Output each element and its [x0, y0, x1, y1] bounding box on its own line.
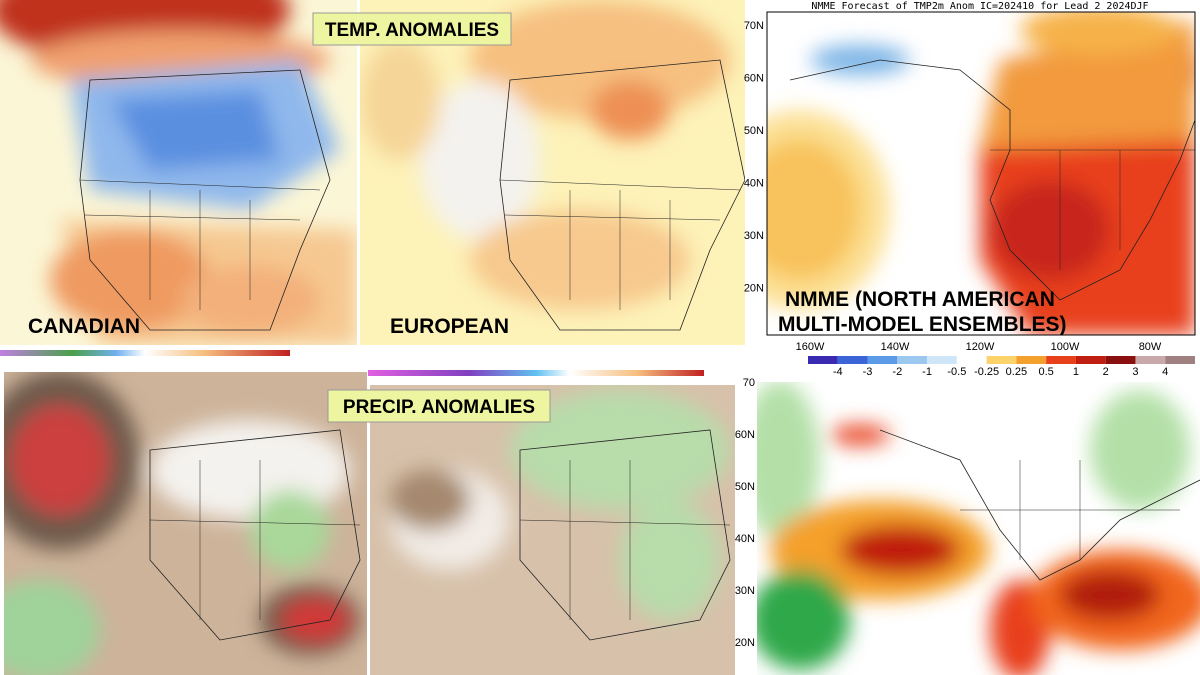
nmme-precip-map — [757, 382, 1200, 675]
colorbar-swatch — [867, 356, 898, 364]
colorbar-swatch — [1165, 356, 1195, 364]
lat-label: 40N — [744, 178, 764, 190]
section-title: TEMP. ANOMALIES — [325, 20, 499, 41]
panel-label: CANADIAN — [28, 315, 140, 338]
colorbar-swatch — [986, 356, 1017, 364]
colorbar-label: -3 — [863, 366, 873, 378]
colorbar — [0, 350, 290, 356]
colorbar-label: 0.5 — [1039, 366, 1054, 378]
lon-label: 140W — [881, 341, 910, 353]
european-temp-map — [360, 0, 745, 345]
colorbar-label: 2 — [1103, 366, 1109, 378]
colorbar-label: 1 — [1073, 366, 1079, 378]
lat-label: 70 — [743, 377, 755, 389]
lat-label: 40N — [735, 533, 755, 545]
colorbar-label: -4 — [833, 366, 843, 378]
lon-label: 160W — [796, 341, 825, 353]
lon-label: 80W — [1139, 341, 1162, 353]
colorbar-label: 4 — [1162, 366, 1168, 378]
colorbar-swatch — [837, 356, 868, 364]
colorbar-swatch — [956, 356, 987, 364]
lat-label: 20N — [735, 637, 755, 649]
nmme-temp-map — [767, 12, 1195, 335]
section-title: PRECIP. ANOMALIES — [343, 397, 535, 418]
title-box — [327, 389, 551, 423]
title-box — [312, 12, 512, 46]
colorbar-swatch — [1135, 356, 1166, 364]
colorbar-swatch — [1075, 356, 1106, 364]
lat-labels: 70 60N 50N 40N 30N 20N — [735, 377, 755, 649]
lat-label: 20N — [744, 283, 764, 295]
map-title: NMME Forecast of TMP2m Anom IC=202410 fo… — [811, 1, 1148, 12]
canadian-temp-map — [0, 0, 357, 345]
nmme-colorbar: -4 -3 -2 -1 -0.5 -0.25 0.25 0.5 1 2 3 4 — [808, 356, 1195, 378]
lat-label: 50N — [735, 481, 755, 493]
lat-label: 50N — [744, 125, 764, 137]
colorbar-swatch — [1016, 356, 1047, 364]
colorbar — [368, 370, 704, 376]
colorbar-swatch — [808, 356, 838, 364]
colorbar-label: 0.25 — [1006, 366, 1027, 378]
panel-label: NMME (NORTH AMERICAN — [785, 288, 1055, 311]
colorbar-swatch — [897, 356, 928, 364]
lat-label: 30N — [735, 585, 755, 597]
colorbar-swatch — [927, 356, 957, 364]
lat-label: 60N — [744, 73, 764, 85]
colorbar-label: -1 — [922, 366, 932, 378]
panel-label: EUROPEAN — [390, 315, 509, 338]
panel-label: MULTI-MODEL ENSEMBLES) — [778, 313, 1067, 336]
european-precip-map — [370, 385, 735, 675]
colorbar-label: -0.25 — [974, 366, 999, 378]
colorbar-swatch — [1105, 356, 1136, 364]
lon-label: 120W — [966, 341, 995, 353]
canadian-precip-map — [4, 372, 367, 675]
lat-label: 60N — [735, 429, 755, 441]
lon-label: 100W — [1051, 341, 1080, 353]
lat-label: 30N — [744, 230, 764, 242]
colorbar-swatch — [1046, 356, 1076, 364]
colorbar-label: -0.5 — [947, 366, 966, 378]
colorbar-label: -2 — [892, 366, 902, 378]
lat-label: 70N — [744, 20, 764, 32]
colorbar-label: 3 — [1132, 366, 1138, 378]
